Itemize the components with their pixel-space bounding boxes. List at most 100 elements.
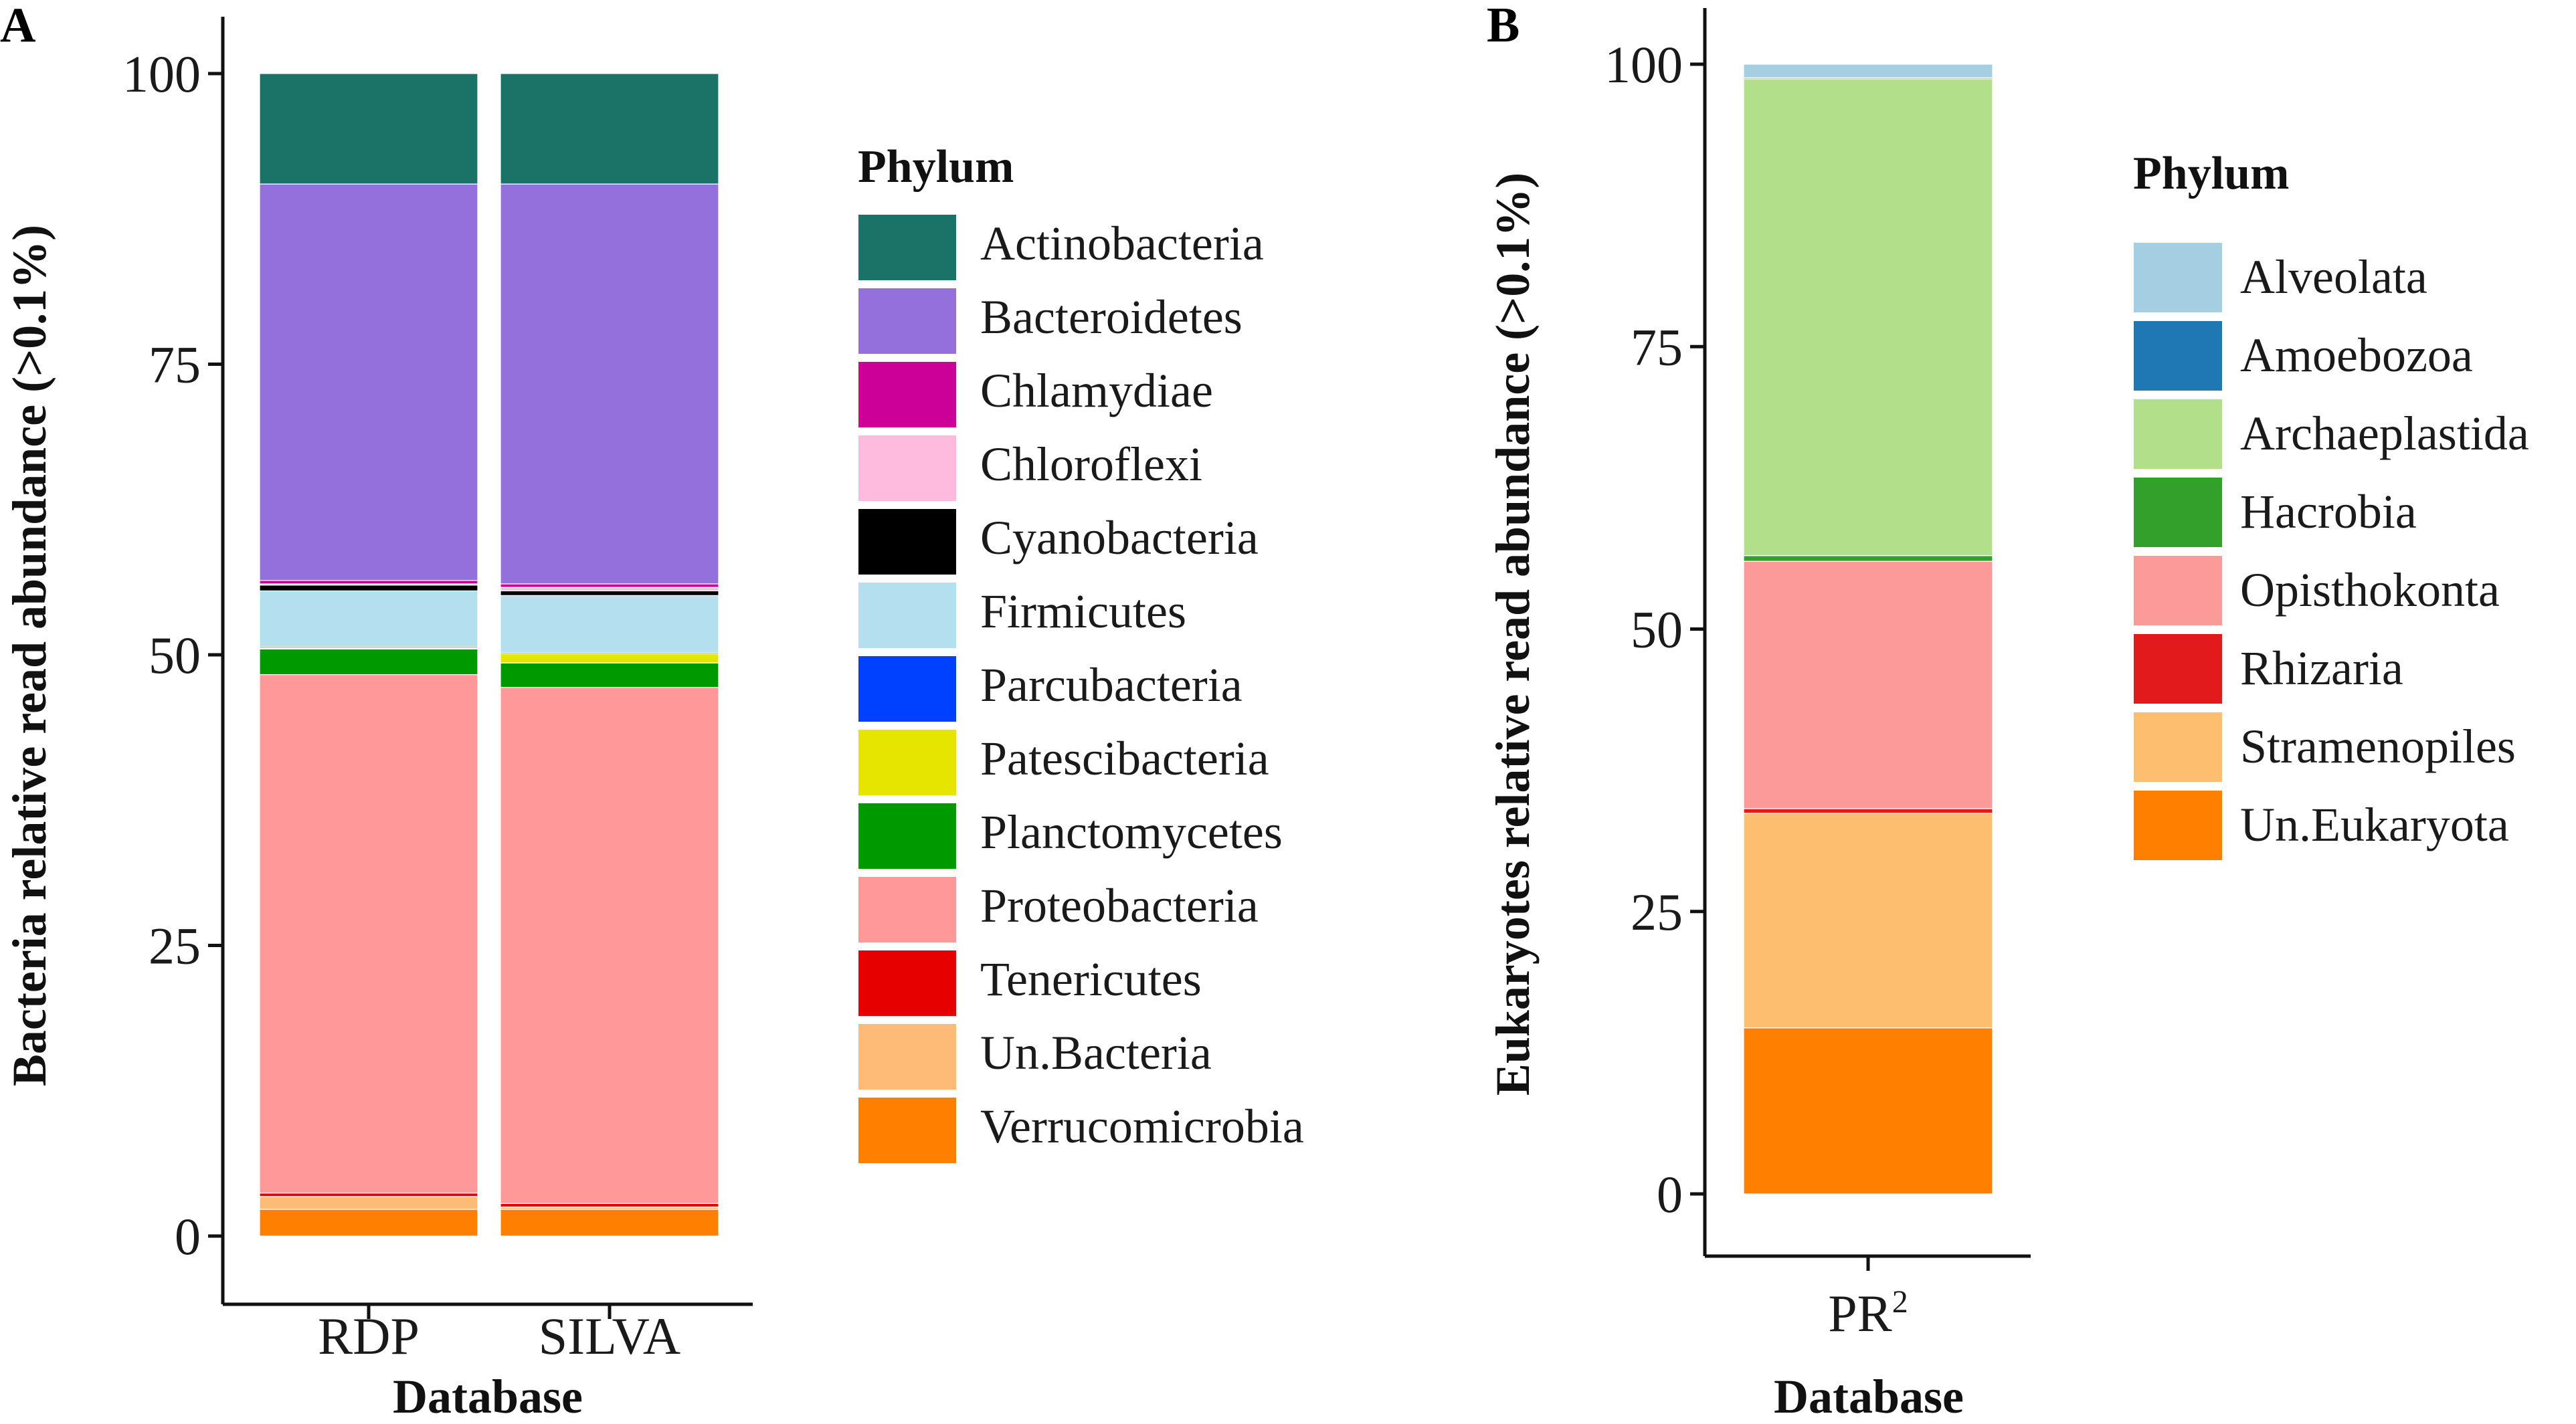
y-tick-label-100: 100 xyxy=(122,45,201,103)
legend-label-archaeplastida: Archaeplastida xyxy=(2240,407,2529,460)
y-tick-label-75: 75 xyxy=(149,336,201,394)
y-tick-label-50: 50 xyxy=(1631,601,1683,659)
bar-segment-pr2-opisthokonta xyxy=(1743,561,1993,809)
bar-segment-pr2-stramenopiles xyxy=(1743,813,1993,1029)
legend-label-actinobacteria: Actinobacteria xyxy=(980,217,1264,270)
legend-label-un-bacteria: Un.Bacteria xyxy=(980,1026,1212,1080)
bar-segment-silva-firmicutes xyxy=(500,595,719,653)
legend-key-bacteroidetes xyxy=(857,287,957,355)
bar-segment-rdp-verrucomicrobia xyxy=(259,1209,478,1237)
y-tick-label-75: 75 xyxy=(1631,318,1683,376)
legend-label-patescibacteria: Patescibacteria xyxy=(980,732,1269,785)
panel-a-legend: Actinobacteria Bacteroidetes Chlamydiae Chl… xyxy=(857,213,1304,1164)
bar-segment-pr2-un-eukaryota xyxy=(1743,1027,1993,1195)
legend-key-proteobacteria xyxy=(857,876,957,944)
bar-segment-pr2-alveolata xyxy=(1743,64,1993,78)
legend-key-archaeplastida xyxy=(2132,398,2223,470)
bar-segment-pr2-rhizaria xyxy=(1743,808,1993,814)
y-tick-label-0: 0 xyxy=(1657,1165,1683,1223)
x-tick-label-rdp: RDP xyxy=(318,1307,420,1365)
bar-segment-silva-cyanobacteria xyxy=(500,590,719,596)
panel-b-letter: B xyxy=(1487,0,1520,53)
legend-key-patescibacteria xyxy=(857,728,957,797)
y-tick-label-0: 0 xyxy=(175,1207,201,1265)
legend-key-chlamydiae xyxy=(857,361,957,429)
panel-b-y-axis-title: Eukaryotes relative read abundance (>0.1… xyxy=(1486,173,1540,1096)
legend-key-rhizaria xyxy=(2132,633,2223,705)
legend-key-opisthokonta xyxy=(2132,554,2223,627)
legend-label-opisthokonta: Opisthokonta xyxy=(2240,563,2500,617)
y-tick-label-25: 25 xyxy=(149,917,201,975)
legend-label-chlamydiae: Chlamydiae xyxy=(980,364,1213,417)
bar-segment-silva-proteobacteria xyxy=(500,687,719,1204)
legend-label-parcubacteria: Parcubacteria xyxy=(980,658,1243,712)
bar-segment-silva-verrucomicrobia xyxy=(500,1209,719,1237)
legend-key-cyanobacteria xyxy=(857,508,957,576)
x-tick-label-silva: SILVA xyxy=(539,1307,680,1365)
panel-a-bacteria: A 0 25 50 75 100 RDP SILVA Database Bacteria … xyxy=(0,0,1304,1423)
bar-segment-rdp-proteobacteria xyxy=(259,674,478,1194)
panel-a-x-axis-title: Database xyxy=(393,1370,583,1423)
panel-a-bars xyxy=(259,73,719,1237)
panel-a-legend-title: Phylum xyxy=(858,141,1014,193)
legend-key-verrucomicrobia xyxy=(857,1096,957,1164)
legend-label-verrucomicrobia: Verrucomicrobia xyxy=(980,1100,1304,1153)
legend-key-alveolata xyxy=(2132,241,2223,314)
legend-label-firmicutes: Firmicutes xyxy=(980,585,1186,638)
bar-segment-rdp-planctomycetes xyxy=(259,648,478,676)
panel-b-y-ticks: 0 25 50 75 100 xyxy=(1604,35,1705,1223)
bar-segment-silva-chloroflexi xyxy=(500,587,719,592)
bar-segment-silva-chlamydiae xyxy=(500,583,719,588)
panel-b-legend-title: Phylum xyxy=(2133,148,2289,199)
panel-b-x-axis-title: Database xyxy=(1774,1370,1964,1423)
legend-key-firmicutes xyxy=(857,581,957,649)
bar-segment-silva-planctomycetes xyxy=(500,662,719,688)
legend-label-proteobacteria: Proteobacteria xyxy=(980,879,1259,932)
panel-b-bars xyxy=(1743,64,1993,1195)
bar-segment-pr2-archaeplastida xyxy=(1743,78,1993,556)
bar-segment-silva-bacteroidetes xyxy=(500,183,719,585)
legend-label-amoebozoa: Amoebozoa xyxy=(2240,328,2473,382)
legend-key-un-eukaryota xyxy=(2132,789,2223,861)
bar-segment-rdp-actinobacteria xyxy=(259,73,478,185)
y-tick-label-25: 25 xyxy=(1631,883,1683,941)
bar-segment-pr2-hacrobia xyxy=(1743,555,1993,562)
panel-b-eukaryotes: B 0 25 50 75 100 PR2 Database Eukaryotes rel… xyxy=(1486,0,2529,1423)
legend-label-un-eukaryota: Un.Eukaryota xyxy=(2240,798,2509,851)
bar-segment-silva-patescibacteria xyxy=(500,653,719,664)
legend-label-cyanobacteria: Cyanobacteria xyxy=(980,511,1259,565)
legend-label-planctomycetes: Planctomycetes xyxy=(980,805,1283,859)
legend-label-tenericutes: Tenericutes xyxy=(980,952,1202,1006)
legend-key-planctomycetes xyxy=(857,802,957,870)
bar-segment-rdp-firmicutes xyxy=(259,590,478,647)
panel-a-x-ticks: RDP SILVA xyxy=(318,1304,680,1365)
panel-a-y-ticks: 0 25 50 75 100 xyxy=(122,45,223,1265)
legend-label-stramenopiles: Stramenopiles xyxy=(2240,720,2516,773)
legend-key-actinobacteria xyxy=(857,213,957,282)
bar-segment-rdp-un-bacteria xyxy=(259,1196,478,1210)
bar-segment-rdp-tenericutes xyxy=(259,1193,478,1197)
legend-key-stramenopiles xyxy=(2132,711,2223,783)
legend-key-un-bacteria xyxy=(857,1023,957,1091)
y-tick-label-100: 100 xyxy=(1604,35,1683,94)
bar-segment-silva-tenericutes xyxy=(500,1203,719,1208)
bar-segment-rdp-cyanobacteria xyxy=(259,585,478,592)
legend-label-alveolata: Alveolata xyxy=(2240,250,2427,304)
bar-segment-silva-actinobacteria xyxy=(500,73,719,185)
legend-key-parcubacteria xyxy=(857,655,957,723)
y-tick-label-50: 50 xyxy=(149,626,201,684)
legend-key-hacrobia xyxy=(2132,476,2223,548)
legend-key-amoebozoa xyxy=(2132,320,2223,392)
panel-a-letter: A xyxy=(0,0,35,53)
legend-key-chloroflexi xyxy=(857,434,957,502)
panel-a-y-axis-title: Bacteria relative read abundance (>0.1%) xyxy=(3,225,56,1086)
legend-label-chloroflexi: Chloroflexi xyxy=(980,437,1202,491)
panel-b-x-ticks: PR2 xyxy=(1828,1256,1908,1342)
bar-segment-rdp-bacteroidetes xyxy=(259,183,478,581)
legend-key-tenericutes xyxy=(857,949,957,1017)
bar-segment-rdp-chlamydiae xyxy=(259,580,478,585)
panel-b-legend: Alveolata Amoebozoa Archaeplastida Hacrobia… xyxy=(2132,241,2529,861)
legend-label-hacrobia: Hacrobia xyxy=(2240,485,2417,538)
legend-label-rhizaria: Rhizaria xyxy=(2240,641,2403,695)
